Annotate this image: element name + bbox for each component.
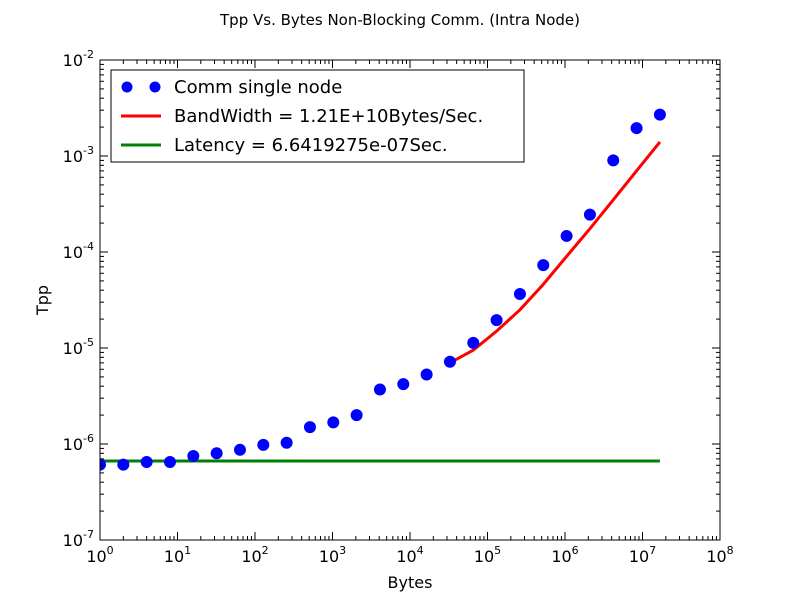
x-tick-label: 103 bbox=[319, 544, 346, 566]
x-tick-label: 105 bbox=[474, 544, 501, 566]
y-axis-label: Tpp bbox=[33, 285, 52, 316]
x-tick-label: 101 bbox=[164, 544, 191, 566]
data-point bbox=[373, 383, 386, 396]
data-point bbox=[443, 355, 456, 368]
legend-entry: Latency = 6.6419275e-07Sec. bbox=[174, 135, 448, 156]
y-tick-label: 10-2 bbox=[63, 48, 94, 70]
data-point bbox=[653, 108, 666, 121]
y-tick-label: 10-3 bbox=[63, 144, 94, 166]
data-point bbox=[560, 229, 573, 242]
legend-entry: BandWidth = 1.21E+10Bytes/Sec. bbox=[174, 106, 483, 127]
y-tick-label: 10-6 bbox=[63, 432, 94, 454]
y-axis: 10-7 10-6 10-5 10-4 10-3 10-2 bbox=[63, 48, 720, 550]
x-tick-label: 100 bbox=[86, 544, 113, 566]
x-tick-label: 106 bbox=[551, 544, 578, 566]
legend: Comm single node BandWidth = 1.21E+10Byte… bbox=[110, 69, 525, 163]
data-point bbox=[303, 421, 316, 434]
legend-entry: Comm single node bbox=[174, 77, 342, 98]
data-point bbox=[467, 336, 480, 349]
data-point bbox=[537, 259, 550, 272]
data-point bbox=[513, 288, 526, 301]
data-point bbox=[100, 458, 106, 471]
data-point bbox=[233, 443, 246, 456]
data-point bbox=[140, 455, 153, 468]
data-point bbox=[210, 447, 223, 460]
y-tick-label: 10-7 bbox=[63, 528, 94, 550]
data-point bbox=[607, 154, 620, 167]
data-point bbox=[117, 458, 130, 471]
data-point bbox=[583, 208, 596, 221]
plot-area bbox=[100, 108, 666, 471]
data-point bbox=[630, 122, 643, 135]
data-point bbox=[280, 436, 293, 449]
y-tick-label: 10-5 bbox=[63, 336, 94, 358]
x-axis: 100 101 102 103 104 105 106 107 108 bbox=[86, 60, 734, 566]
data-point bbox=[163, 455, 176, 468]
legend-marker bbox=[121, 81, 133, 93]
data-point bbox=[257, 438, 270, 451]
x-tick-label: 102 bbox=[241, 544, 268, 566]
data-point bbox=[397, 378, 410, 391]
legend-marker bbox=[149, 81, 161, 93]
data-point bbox=[420, 368, 433, 381]
data-point bbox=[187, 449, 200, 462]
chart-title: Tpp Vs. Bytes Non-Blocking Comm. (Intra … bbox=[219, 11, 580, 29]
y-tick-label: 10-4 bbox=[63, 240, 94, 262]
data-point bbox=[327, 416, 340, 429]
x-tick-label: 107 bbox=[629, 544, 656, 566]
x-axis-label: Bytes bbox=[388, 573, 433, 592]
x-tick-label: 108 bbox=[706, 544, 733, 566]
legend-frame bbox=[110, 69, 525, 163]
data-point bbox=[490, 314, 503, 327]
data-point bbox=[350, 409, 363, 422]
series-line-1 bbox=[449, 141, 662, 365]
x-tick-label: 104 bbox=[396, 544, 423, 566]
